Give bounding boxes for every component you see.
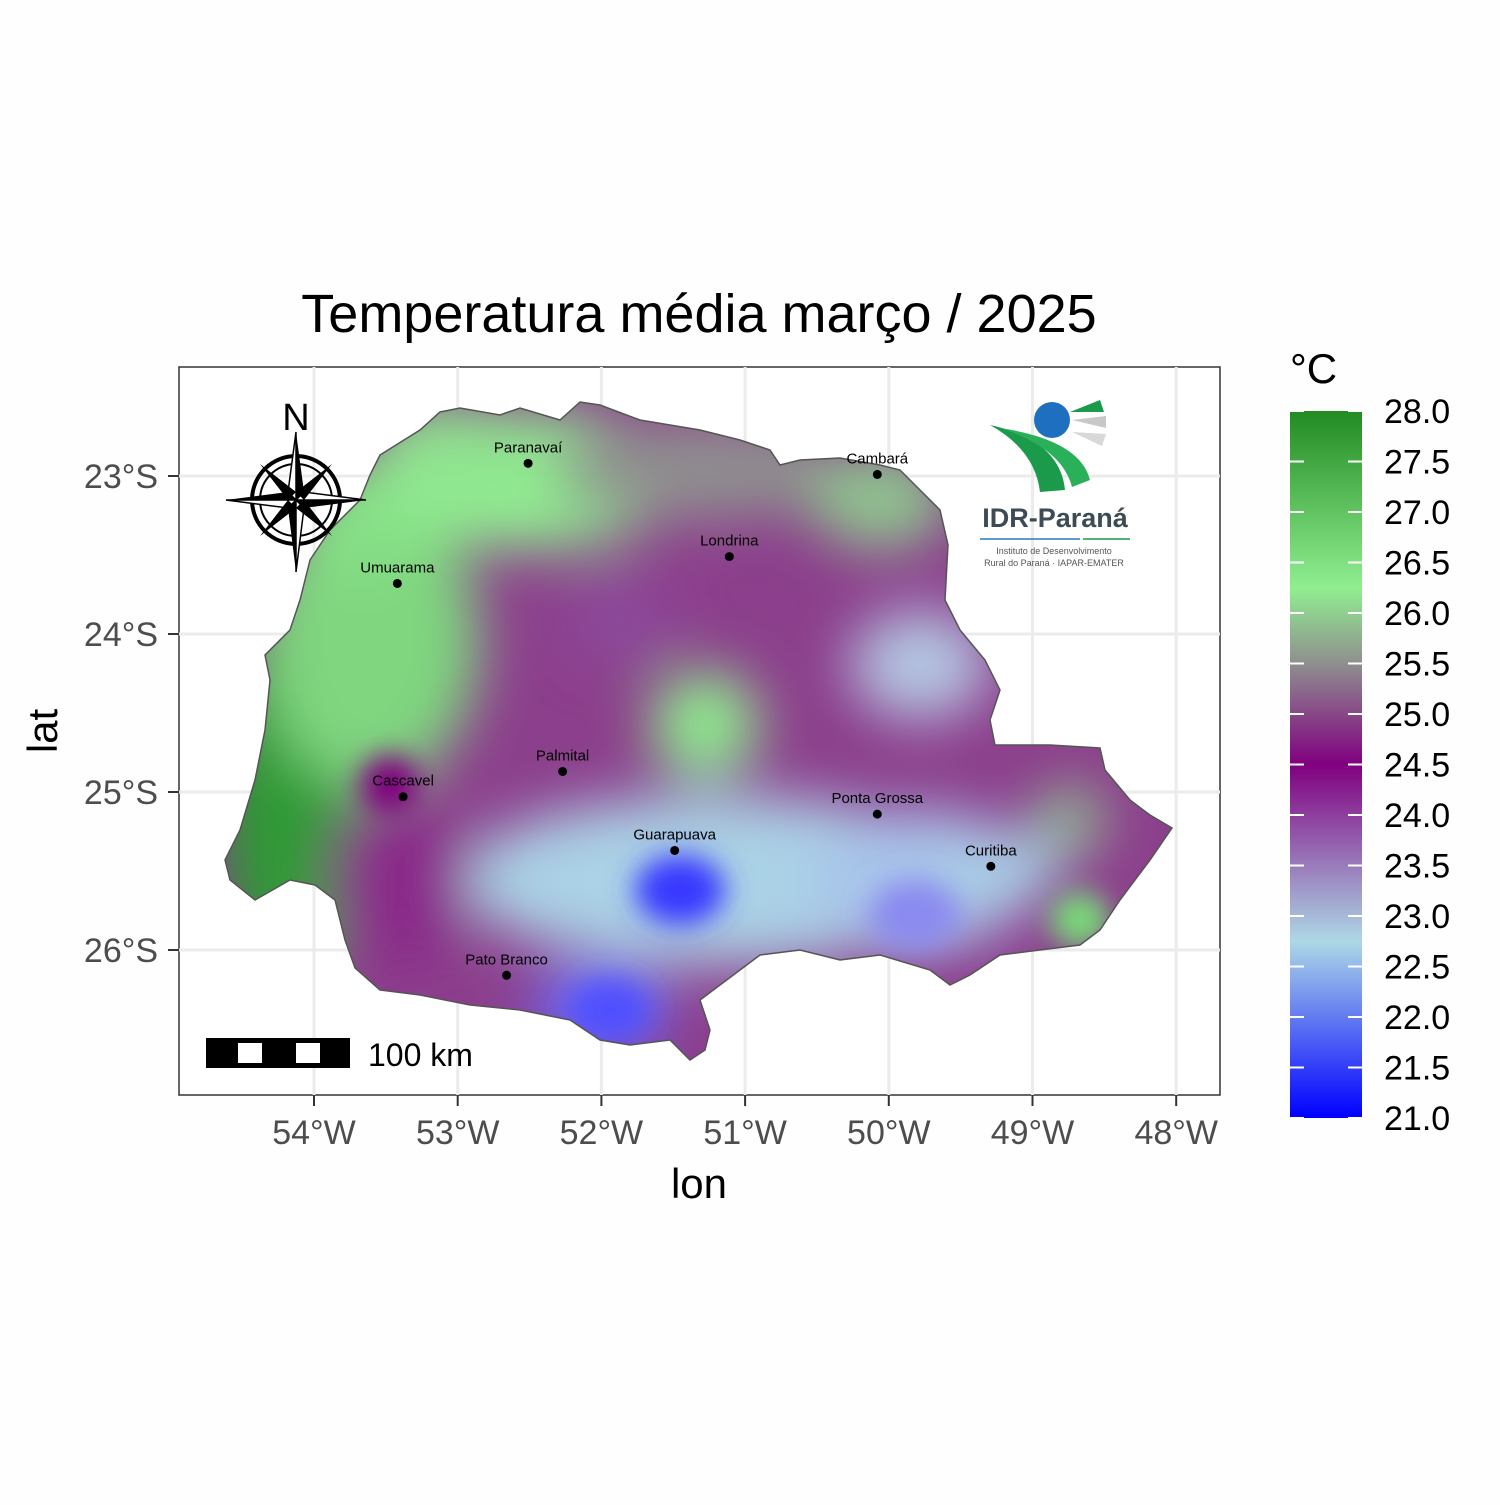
city-markers: Paranavaí Cambará Londrina Umuarama Palmital… bbox=[360, 439, 1017, 980]
city-palmital: Palmital bbox=[536, 747, 589, 776]
legend-tick-label: 23.0 bbox=[1384, 898, 1450, 936]
legend-tick-label: 22.5 bbox=[1384, 949, 1450, 987]
legend-tick-label: 27.5 bbox=[1384, 444, 1450, 482]
city-marker bbox=[724, 552, 734, 562]
idr-parana-logo: IDR-Paraná Instituto de Desenvolvimento … bbox=[980, 400, 1130, 568]
x-tick-label: 48°W bbox=[1134, 1114, 1218, 1152]
city-marker bbox=[872, 809, 882, 819]
city-marker bbox=[670, 845, 680, 855]
city-label: Palmital bbox=[536, 747, 589, 764]
legend-tick-label: 21.5 bbox=[1384, 1050, 1450, 1088]
city-label: Cambará bbox=[846, 450, 908, 467]
legend-title: °C bbox=[1290, 345, 1337, 392]
legend-tick-label: 28.0 bbox=[1384, 393, 1450, 431]
legend-tick-label: 23.5 bbox=[1384, 848, 1450, 886]
city-label: Paranavaí bbox=[494, 439, 563, 456]
logo-subtitle-2: Rural do Paraná · IAPAR-EMATER bbox=[984, 558, 1124, 568]
y-tick-label: 26°S bbox=[84, 932, 158, 970]
city-marker bbox=[398, 792, 408, 802]
legend-tick-label: 26.0 bbox=[1384, 595, 1450, 633]
legend-tick-label: 25.0 bbox=[1384, 696, 1450, 734]
city-marker bbox=[558, 766, 568, 776]
city-marker bbox=[502, 970, 512, 980]
city-label: Cascavel bbox=[372, 773, 434, 790]
city-ponta-grossa: Ponta Grossa bbox=[831, 790, 924, 819]
city-umuarama: Umuarama bbox=[360, 559, 435, 588]
y-tick-label: 25°S bbox=[84, 774, 158, 812]
city-marker bbox=[523, 458, 533, 468]
city-label: Ponta Grossa bbox=[831, 790, 923, 807]
city-label: Guarapuava bbox=[633, 826, 716, 843]
color-legend: °C 28.0 27.5 27.0 26.5 26.0 25.5 25.0 24.5 24.0 2… bbox=[1290, 345, 1450, 1138]
north-arrow: N bbox=[225, 397, 367, 573]
city-guarapuava: Guarapuava bbox=[633, 826, 717, 855]
x-tick-label: 54°W bbox=[272, 1114, 356, 1152]
city-marker bbox=[392, 578, 402, 588]
city-marker bbox=[872, 469, 882, 479]
city-label: Curitiba bbox=[965, 842, 1017, 859]
city-cambar-: Cambará bbox=[846, 450, 909, 479]
logo-subtitle-1: Instituto de Desenvolvimento bbox=[996, 546, 1112, 556]
city-londrina: Londrina bbox=[700, 533, 759, 562]
x-tick-label: 51°W bbox=[703, 1114, 787, 1152]
legend-tick-label: 24.0 bbox=[1384, 797, 1450, 835]
legend-tick-label: 21.0 bbox=[1384, 1100, 1450, 1138]
city-label: Londrina bbox=[700, 533, 759, 550]
legend-tick-label: 26.5 bbox=[1384, 545, 1450, 583]
y-tick-label: 24°S bbox=[84, 616, 158, 654]
city-label: Umuarama bbox=[360, 559, 435, 576]
scale-bar-label: 100 km bbox=[368, 1037, 473, 1073]
y-tick-label: 23°S bbox=[84, 458, 158, 496]
legend-tick-label: 24.5 bbox=[1384, 747, 1450, 785]
city-pato-branco: Pato Branco bbox=[465, 951, 548, 980]
legend-tick-label: 22.0 bbox=[1384, 999, 1450, 1037]
city-curitiba: Curitiba bbox=[965, 842, 1017, 871]
x-tick-label: 49°W bbox=[991, 1114, 1075, 1152]
chart-title: Temperatura média março / 2025 bbox=[301, 284, 1096, 344]
axes: 54°W 53°W 52°W 51°W 50°W 49°W 48°W 23°S 24°S 25°S… bbox=[84, 458, 1218, 1152]
y-axis-label: lat bbox=[19, 708, 66, 753]
state-outline bbox=[224, 401, 1174, 1061]
city-label: Pato Branco bbox=[465, 951, 548, 968]
legend-tick-label: 25.5 bbox=[1384, 646, 1450, 684]
x-tick-label: 50°W bbox=[847, 1114, 931, 1152]
x-tick-label: 52°W bbox=[560, 1114, 644, 1152]
city-paranava-: Paranavaí bbox=[494, 439, 563, 468]
logo-name: IDR-Paraná bbox=[982, 503, 1129, 533]
city-marker bbox=[986, 861, 996, 871]
legend-tick-label: 27.0 bbox=[1384, 494, 1450, 532]
x-tick-label: 53°W bbox=[416, 1114, 500, 1152]
x-axis-label: lon bbox=[671, 1160, 727, 1207]
scale-bar: 100 km bbox=[206, 1037, 473, 1073]
city-cascavel: Cascavel bbox=[372, 773, 434, 802]
